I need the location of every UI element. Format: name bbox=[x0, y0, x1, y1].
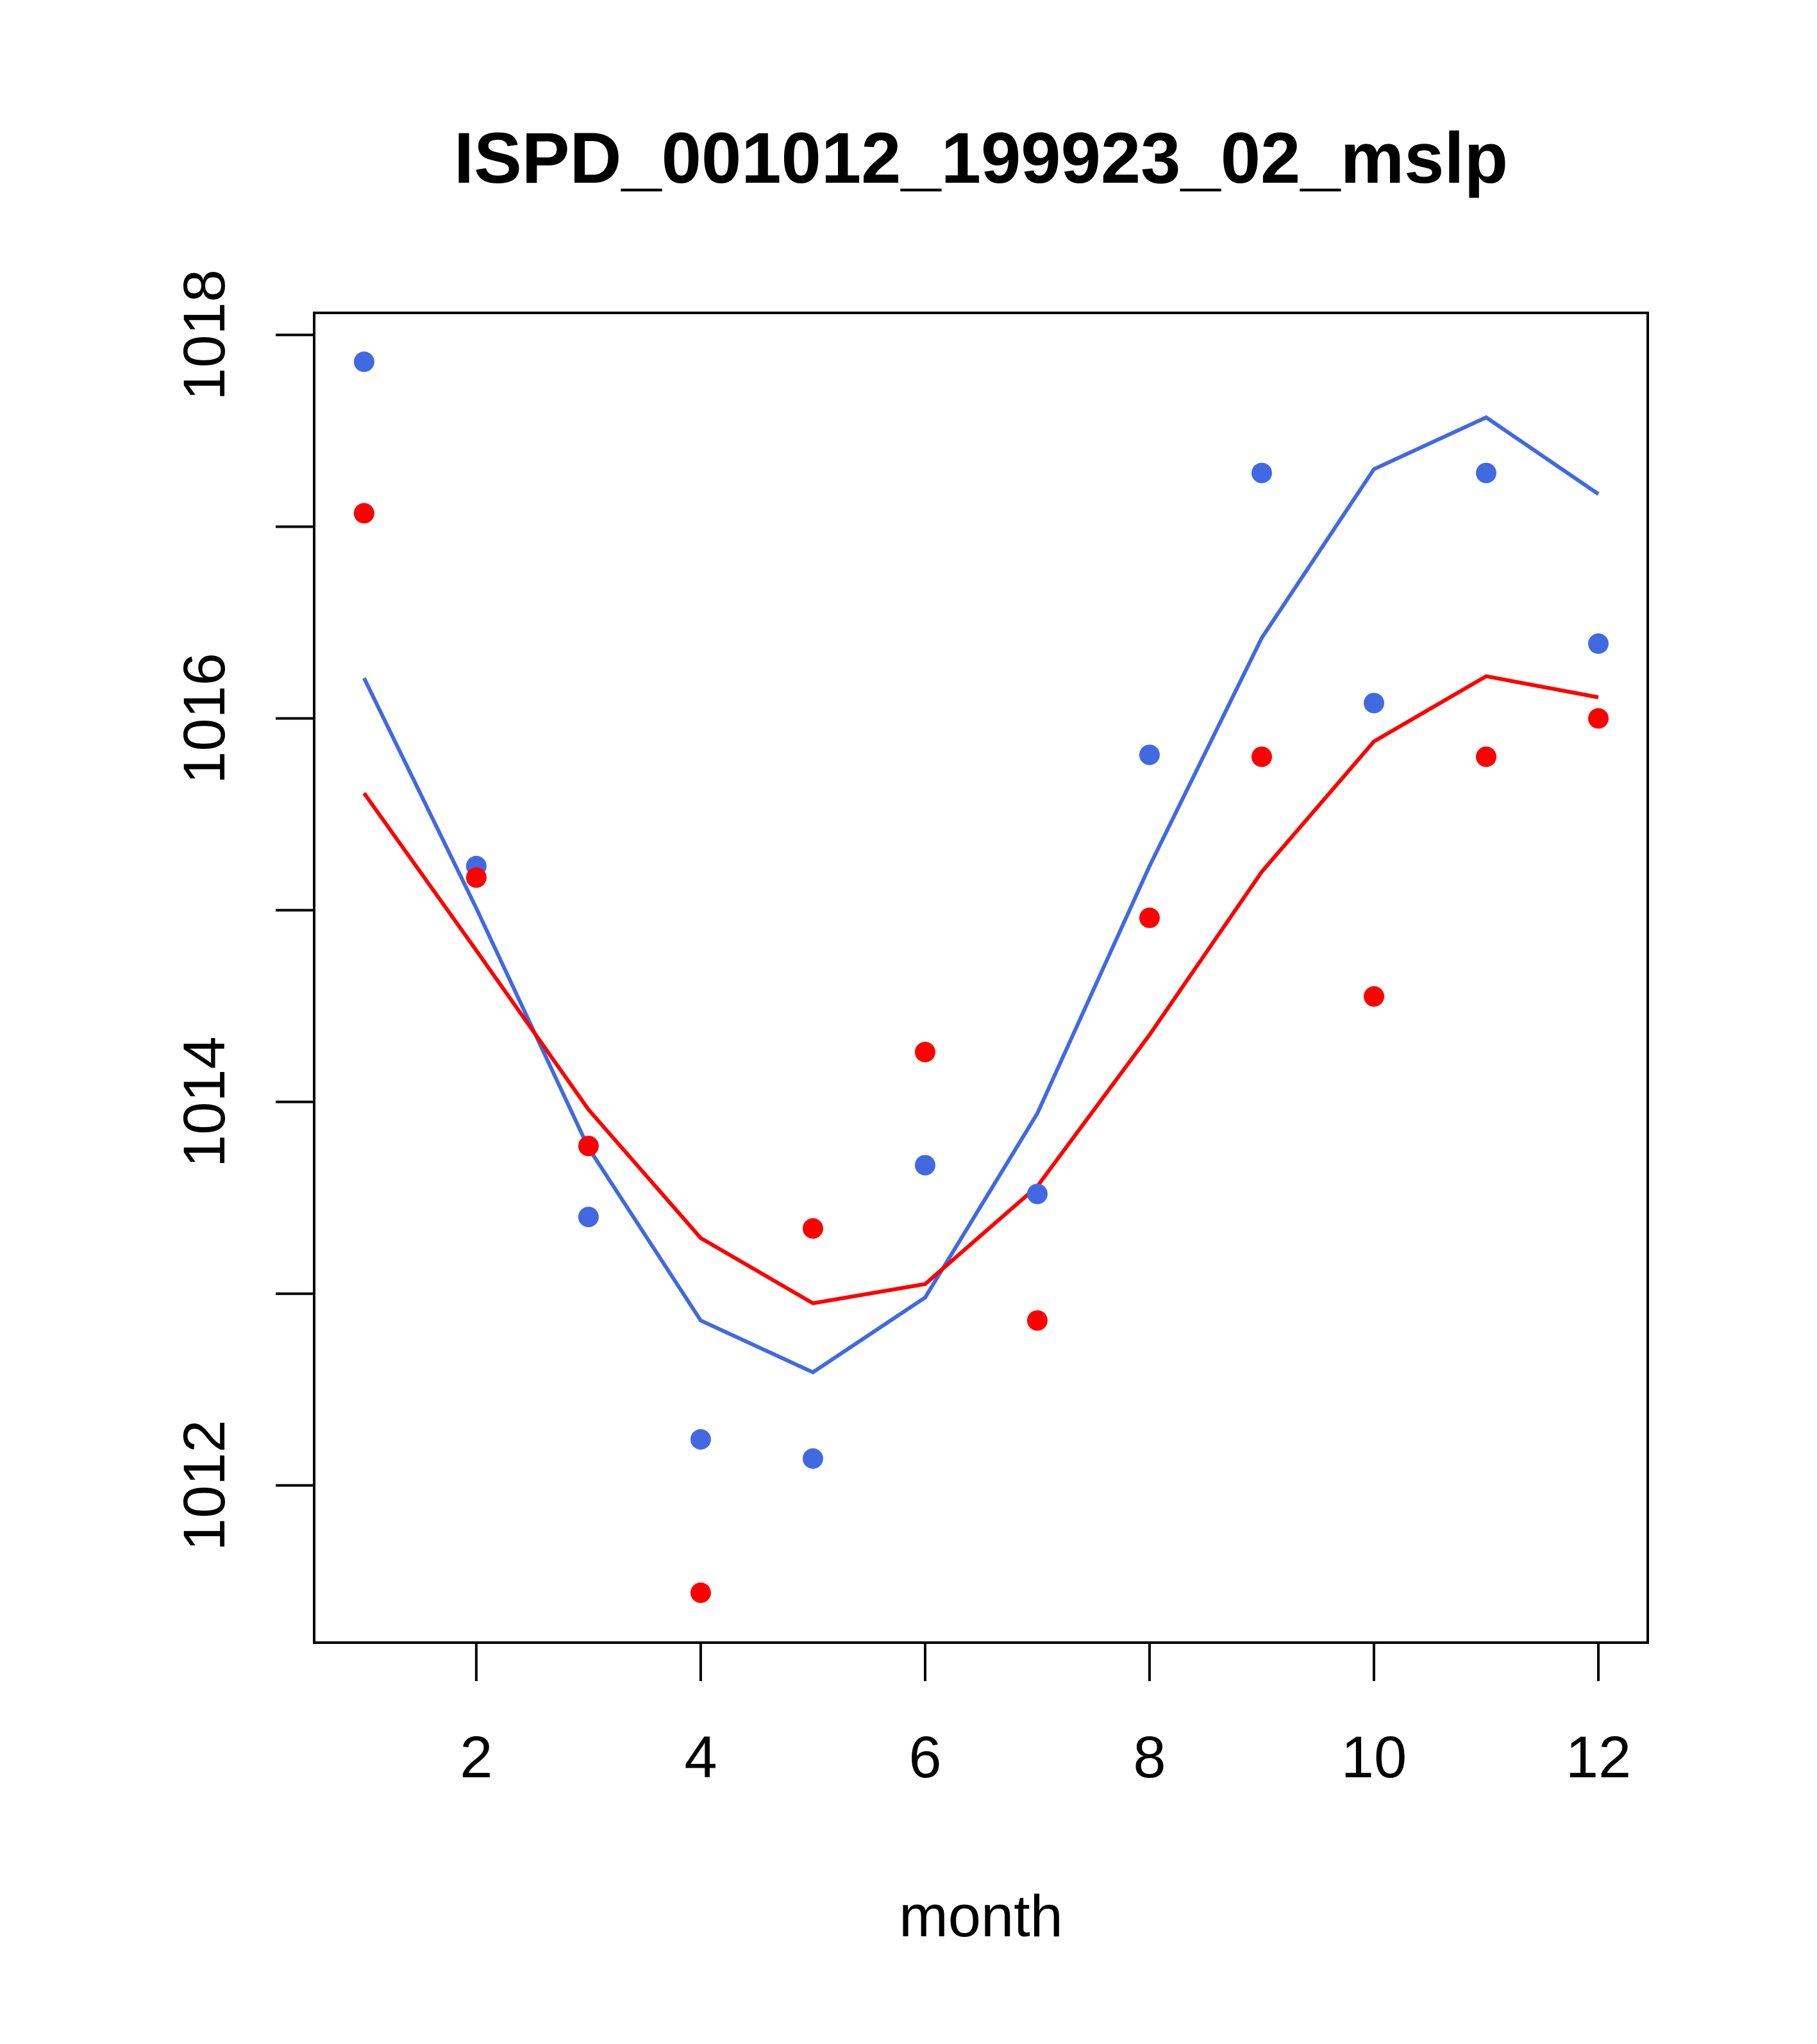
data-point-red-points bbox=[578, 1135, 599, 1157]
y-tick-label: 1014 bbox=[172, 1036, 237, 1168]
data-point-blue-points bbox=[1363, 692, 1384, 714]
data-point-red-points bbox=[465, 867, 487, 888]
data-point-red-points bbox=[802, 1218, 823, 1239]
x-tick-label: 8 bbox=[1133, 1725, 1166, 1790]
data-point-red-points bbox=[353, 503, 374, 524]
x-tick-label: 4 bbox=[684, 1725, 717, 1790]
series-line-red-line bbox=[362, 674, 1599, 1305]
x-tick-label: 10 bbox=[1341, 1725, 1407, 1790]
x-tick-label: 6 bbox=[908, 1725, 941, 1790]
series-line-blue-line bbox=[362, 415, 1600, 1375]
data-point-red-points bbox=[1026, 1310, 1048, 1331]
data-point-blue-points bbox=[1475, 462, 1496, 483]
chart-title: ISPD_001012_199923_02_mslp bbox=[454, 118, 1508, 198]
data-point-red-points bbox=[1475, 746, 1496, 767]
data-point-blue-points bbox=[1251, 462, 1272, 483]
data-point-blue-points bbox=[1587, 633, 1609, 654]
data-point-red-points bbox=[914, 1041, 935, 1062]
data-point-red-points bbox=[1139, 907, 1160, 928]
plot-marks bbox=[353, 351, 1609, 1604]
data-point-blue-points bbox=[1139, 744, 1160, 766]
x-tick-label: 2 bbox=[460, 1725, 492, 1790]
data-point-blue-points bbox=[914, 1155, 935, 1176]
data-point-red-points bbox=[1251, 746, 1272, 767]
data-point-blue-points bbox=[353, 351, 374, 373]
y-tick-label: 1018 bbox=[172, 269, 237, 401]
x-axis: 2 4 6 8 10 12 bbox=[460, 1641, 1631, 1790]
y-tick-label: 1016 bbox=[172, 653, 237, 784]
y-axis: 1012 1014 1016 1018 bbox=[172, 269, 315, 1551]
data-point-blue-points bbox=[690, 1428, 711, 1450]
data-point-blue-points bbox=[1026, 1184, 1048, 1205]
data-point-red-points bbox=[1587, 708, 1609, 729]
data-point-blue-points bbox=[578, 1207, 599, 1228]
x-axis-label: month bbox=[899, 1884, 1063, 1949]
data-point-red-points bbox=[690, 1582, 711, 1604]
plot-frame bbox=[313, 312, 1649, 1644]
x-tick-label: 12 bbox=[1566, 1725, 1631, 1790]
y-tick-label: 1012 bbox=[172, 1420, 237, 1551]
data-point-blue-points bbox=[802, 1448, 823, 1469]
data-point-red-points bbox=[1363, 986, 1384, 1007]
